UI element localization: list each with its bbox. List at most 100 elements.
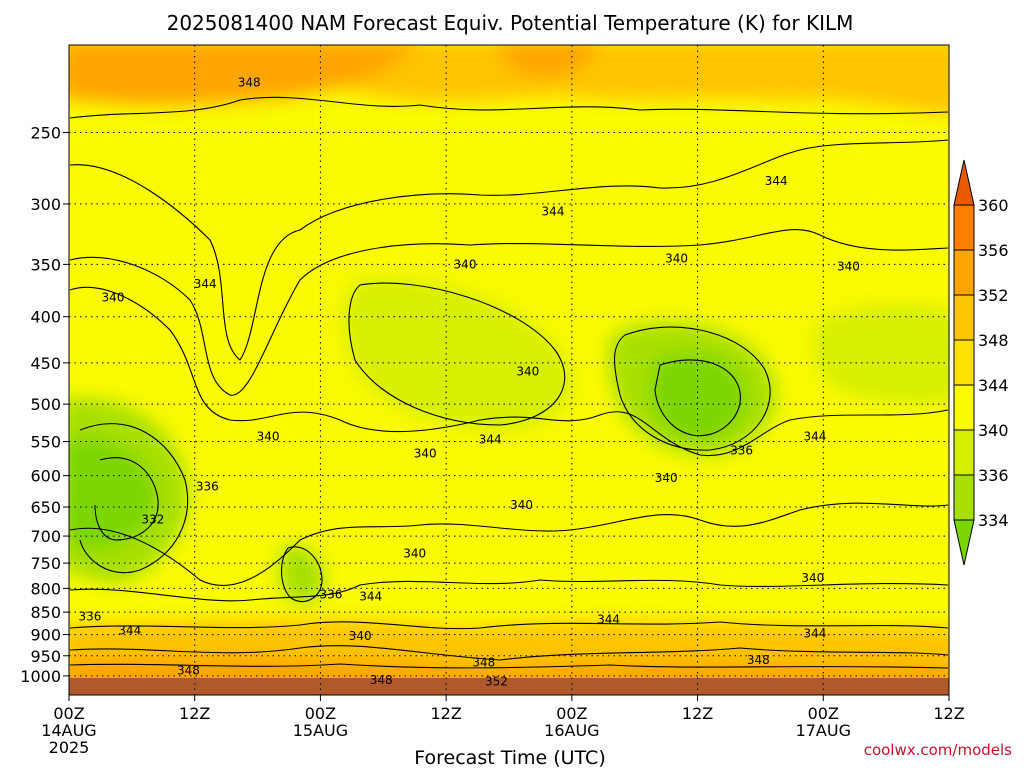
grid bbox=[69, 45, 949, 695]
contour-label: 348 bbox=[177, 663, 200, 677]
contour-label: 344 bbox=[803, 626, 826, 640]
y-tick-label: 400 bbox=[30, 308, 61, 327]
colorbar: 334 336 340 344 348 352 356 360 bbox=[953, 159, 1009, 566]
contour-label: 336 bbox=[78, 609, 101, 623]
colorbar-label: 334 bbox=[978, 511, 1009, 530]
contour-label: 344 bbox=[479, 432, 502, 446]
contour-line bbox=[79, 423, 189, 574]
colorbar-swatch bbox=[953, 204, 975, 251]
colorbar-max-arrow bbox=[953, 159, 975, 206]
contour-line bbox=[69, 139, 949, 361]
ground-band bbox=[69, 678, 949, 695]
x-tick-label: 16AUG bbox=[544, 721, 599, 740]
y-tick-label: 700 bbox=[30, 527, 61, 546]
x-tick-label: 14AUG bbox=[41, 721, 96, 740]
chart-title: 2025081400 NAM Forecast Equiv. Potential… bbox=[167, 11, 854, 35]
contour-label: 340 bbox=[655, 471, 678, 485]
contour-line bbox=[654, 359, 741, 437]
x-tick-label: 2025 bbox=[49, 738, 90, 757]
y-tick-label: 850 bbox=[30, 603, 61, 622]
watermark: coolwx.com/models bbox=[864, 741, 1012, 759]
contour-label: 340 bbox=[510, 498, 533, 512]
x-tick-label: 00Z bbox=[556, 704, 587, 723]
x-tick-label: 00Z bbox=[808, 704, 839, 723]
contour-label: 336 bbox=[319, 588, 342, 602]
colorbar-swatch bbox=[953, 384, 975, 431]
contour-label: 348 bbox=[370, 673, 393, 687]
contour-label: 344 bbox=[765, 174, 788, 188]
contour-line bbox=[69, 96, 949, 119]
y-tick-label: 550 bbox=[30, 433, 61, 452]
colorbar-swatch bbox=[953, 249, 975, 296]
y-tick-label: 650 bbox=[30, 498, 61, 517]
contour-label: 348 bbox=[238, 75, 261, 89]
contour-label: 340 bbox=[837, 260, 860, 274]
colorbar-swatch bbox=[953, 294, 975, 341]
contour-label: 340 bbox=[403, 547, 426, 561]
field-cool-left-core bbox=[69, 437, 156, 550]
contour-line bbox=[94, 457, 159, 541]
contour-label: 340 bbox=[349, 629, 372, 643]
field-warm-top-core bbox=[69, 45, 417, 105]
contour-label: 348 bbox=[472, 655, 495, 669]
y-tick-label: 1000 bbox=[20, 667, 61, 686]
contour-label: 344 bbox=[542, 205, 565, 219]
contour-line bbox=[69, 228, 949, 396]
contour-line bbox=[69, 579, 949, 602]
contour-label: 344 bbox=[359, 590, 382, 604]
x-tick-label: 00Z bbox=[53, 704, 84, 723]
contour-label: 336 bbox=[196, 480, 219, 494]
contour-label: 340 bbox=[257, 430, 280, 444]
x-tick-label: 15AUG bbox=[293, 721, 348, 740]
y-tick-label: 250 bbox=[30, 123, 61, 142]
contour-label: 340 bbox=[102, 291, 125, 305]
x-axis-label: Forecast Time (UTC) bbox=[414, 747, 605, 768]
contour-line bbox=[69, 645, 949, 661]
contour-label: 344 bbox=[194, 277, 217, 291]
contour-label: 344 bbox=[118, 624, 141, 638]
colorbar-label: 356 bbox=[978, 241, 1009, 260]
x-tick-label: 12Z bbox=[682, 704, 713, 723]
y-tick-label: 300 bbox=[30, 195, 61, 214]
colorbar-swatch bbox=[953, 474, 975, 521]
plot-frame bbox=[68, 44, 950, 696]
contour-label: 352 bbox=[485, 674, 508, 688]
x-tick-label: 00Z bbox=[305, 704, 336, 723]
colorbar-swatch bbox=[953, 429, 975, 476]
contour-line bbox=[613, 326, 771, 451]
contour-label: 336 bbox=[730, 444, 753, 458]
y-tick-label: 800 bbox=[30, 579, 61, 598]
plot-area: 348 344 344 340 340 340 344 340 340 340 344 340 336 3… bbox=[69, 45, 949, 695]
y-tick-label: 450 bbox=[30, 354, 61, 373]
contour-lines bbox=[69, 96, 949, 669]
contour-line bbox=[69, 663, 949, 669]
field-cool-mid bbox=[343, 278, 572, 430]
y-tick-label: 500 bbox=[30, 395, 61, 414]
y-tick-label: 750 bbox=[30, 554, 61, 573]
contour-label: 344 bbox=[803, 430, 826, 444]
contour-line bbox=[69, 621, 949, 630]
contour-line bbox=[69, 286, 949, 457]
y-tick-label: 900 bbox=[30, 626, 61, 645]
contour-labels: 348 344 344 340 340 340 344 340 340 340 344 340 336 3… bbox=[78, 75, 860, 688]
contour-label: 348 bbox=[747, 653, 770, 667]
colorbar-label: 340 bbox=[978, 421, 1009, 440]
contour-line bbox=[348, 282, 566, 426]
y-tick-label: 350 bbox=[30, 255, 61, 274]
colorbar-label: 360 bbox=[978, 196, 1009, 215]
contour-label: 340 bbox=[665, 252, 688, 266]
colorbar-label: 348 bbox=[978, 331, 1009, 350]
y-tick-label: 600 bbox=[30, 467, 61, 486]
x-tick-label: 17AUG bbox=[796, 721, 851, 740]
contour-line bbox=[69, 502, 949, 586]
x-tick-label: 12Z bbox=[430, 704, 461, 723]
colorbar-swatch bbox=[953, 339, 975, 386]
contour-label: 340 bbox=[454, 257, 477, 271]
y-axis: 250 300 350 400 450 500 550 600 650 700 750 800 850 9… bbox=[20, 123, 69, 686]
contour-label: 332 bbox=[141, 512, 164, 526]
contour-label: 340 bbox=[516, 364, 539, 378]
contour-label: 340 bbox=[414, 446, 437, 460]
contour-label: 344 bbox=[597, 612, 620, 626]
